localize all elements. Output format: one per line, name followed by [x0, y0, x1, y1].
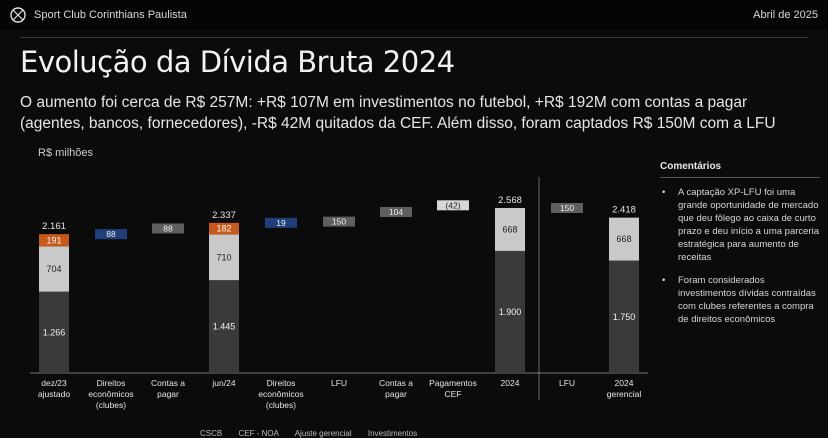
- comments-panel: Comentários A captação XP-LFU foi uma gr…: [660, 160, 820, 336]
- data-label: 704: [46, 264, 61, 274]
- category-label: jun/24: [211, 378, 235, 388]
- delta-bar: [551, 203, 583, 213]
- delta-label: 88: [163, 223, 173, 233]
- delta-bar: [95, 229, 127, 240]
- legend-item: Ajuste gerencial: [294, 429, 352, 438]
- comment-item: A captação XP-LFU foi uma grande oportun…: [660, 186, 820, 264]
- total-label: 2.337: [212, 210, 236, 221]
- category-label: 2024: [501, 378, 520, 388]
- category-label: pagar: [385, 389, 407, 399]
- org-name: Sport Club Corinthians Paulista: [34, 9, 187, 21]
- legend-item: CEF - NOA: [238, 429, 279, 438]
- category-label: (clubes): [266, 400, 296, 410]
- bar-segment: [495, 208, 525, 251]
- bar-segment: [39, 291, 69, 373]
- data-label: 710: [216, 252, 231, 262]
- comments-divider: [660, 177, 820, 178]
- total-label: 2.568: [498, 195, 522, 206]
- category-label: dez/23: [41, 378, 67, 388]
- category-label: CEF: [445, 389, 462, 399]
- total-label: 2.418: [612, 205, 636, 216]
- category-label: econômicos: [88, 389, 133, 399]
- delta-bar: [265, 217, 297, 228]
- data-label: 1.900: [499, 307, 522, 317]
- bar-segment: [609, 217, 639, 261]
- category-label: 2024: [615, 378, 634, 388]
- bar-segment: [609, 260, 639, 373]
- comments-heading: Comentários: [660, 161, 722, 172]
- bar-segment: [39, 234, 69, 247]
- category-label: LFU: [559, 378, 575, 388]
- comment-item: Foram considerados investimentos dívidas…: [660, 274, 820, 326]
- category-label: Contas a: [151, 378, 185, 388]
- delta-label: 88: [106, 229, 116, 239]
- category-label: LFU: [331, 378, 347, 388]
- delta-bar: [380, 206, 412, 217]
- report-date: Abril de 2025: [753, 9, 818, 21]
- bar-segment: [209, 222, 239, 235]
- legend: CSCB CEF - NOA Ajuste gerencial Investim…: [200, 429, 431, 438]
- data-label: 1.750: [613, 312, 636, 322]
- top-bar: Sport Club Corinthians Paulista Abril de…: [0, 0, 828, 30]
- delta-label: 150: [560, 203, 574, 213]
- legend-item: Investimentos: [367, 429, 418, 438]
- category-label: econômicos: [258, 389, 303, 399]
- category-label: Contas a: [379, 378, 413, 388]
- delta-label: 19: [276, 218, 286, 228]
- delta-label: 150: [332, 217, 346, 227]
- delta-label: 104: [389, 207, 403, 217]
- category-label: pagar: [157, 389, 179, 399]
- delta-bar: [437, 200, 469, 211]
- waterfall-chart: 1.266 704 191 2.161 1.445 710 182 2.337 1.900 668…: [30, 177, 648, 410]
- category-label: gerencial: [607, 389, 642, 399]
- bar-segment: [495, 250, 525, 373]
- club-logo-icon: [10, 7, 26, 23]
- data-label: 191: [46, 235, 61, 245]
- page-title: Evolução da Dívida Bruta 2024: [20, 45, 455, 79]
- unit-label: R$ milhões: [38, 147, 94, 159]
- divider: [20, 37, 808, 38]
- category-label: (clubes): [96, 400, 126, 410]
- category-label: Direitos: [97, 378, 126, 388]
- data-label: 668: [502, 224, 517, 234]
- data-label: 1.266: [43, 327, 66, 337]
- total-label: 2.161: [42, 221, 66, 232]
- data-label: 668: [616, 234, 631, 244]
- category-label: Direitos: [267, 378, 296, 388]
- data-label: 182: [216, 224, 231, 234]
- category-label: Pagamentos: [429, 378, 477, 388]
- bar-segment: [209, 280, 239, 373]
- delta-bar: [323, 216, 355, 227]
- category-label: ajustado: [38, 389, 70, 399]
- bar-segment: [39, 246, 69, 292]
- page-subtitle: O aumento foi cerca de R$ 257M: +R$ 107M…: [20, 94, 776, 132]
- legend-item: CSCB: [200, 429, 223, 438]
- data-label: 1.445: [213, 322, 236, 332]
- bar-segment: [209, 234, 239, 281]
- delta-bar: [152, 223, 184, 234]
- delta-label: (42): [445, 200, 460, 210]
